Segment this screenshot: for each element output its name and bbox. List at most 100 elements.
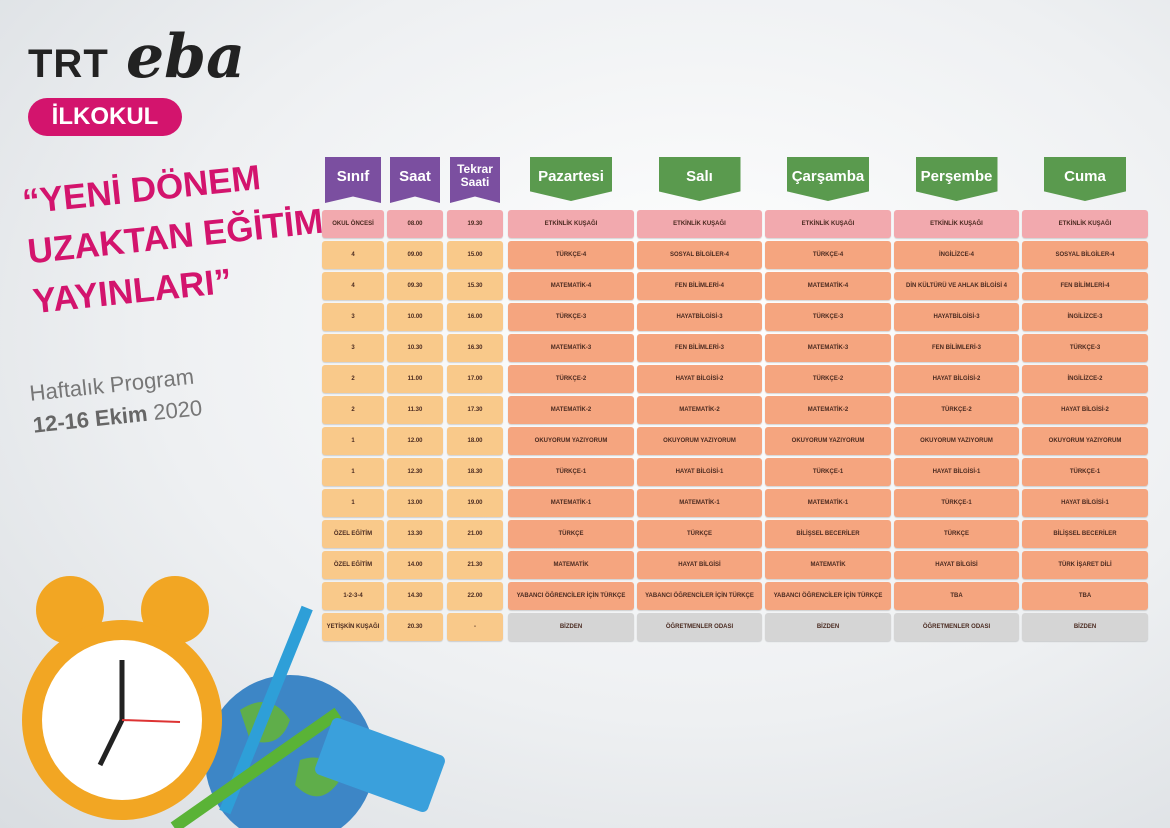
table-cell: 15.00 xyxy=(447,241,503,269)
table-cell: BİLİŞSEL BECERİLER xyxy=(765,520,891,548)
table-cell: YABANCI ÖĞRENCİLER İÇİN TÜRKÇE xyxy=(637,582,762,610)
table-cell: MATEMATİK-2 xyxy=(765,396,891,424)
table-cell: TÜRKÇE xyxy=(894,520,1019,548)
table-cell: TBA xyxy=(1022,582,1148,610)
table-cell: 12.30 xyxy=(387,458,443,486)
table-cell: 14.30 xyxy=(387,582,443,610)
table-cell: TÜRKÇE-3 xyxy=(508,303,634,331)
table-cell: 12.00 xyxy=(387,427,443,455)
column-header: Perşembe xyxy=(915,157,998,201)
table-cell: MATEMATİK-4 xyxy=(765,272,891,300)
table-cell: 2 xyxy=(322,396,384,424)
table-cell: 15.30 xyxy=(447,272,503,300)
table-cell: İNGİLİZCE-2 xyxy=(1022,365,1148,393)
table-cell: MATEMATİK xyxy=(765,551,891,579)
table-cell: YETİŞKİN KUŞAĞI xyxy=(322,613,384,641)
table-cell: FEN BİLİMLERİ-3 xyxy=(894,334,1019,362)
table-cell: 19.30 xyxy=(447,210,503,238)
date-year: 2020 xyxy=(152,395,204,426)
table-cell: HAYATBİLGİSİ-3 xyxy=(894,303,1019,331)
table-cell: ETKİNLİK KUŞAĞI xyxy=(894,210,1019,238)
table-cell: 3 xyxy=(322,334,384,362)
table-cell: ÖĞRETMENLER ODASI xyxy=(637,613,762,641)
table-cell: HAYAT BİLGİSİ-2 xyxy=(1022,396,1148,424)
table-cell: 08.00 xyxy=(387,210,443,238)
table-cell: HAYAT BİLGİSİ xyxy=(637,551,762,579)
table-cell: TÜRKÇE-3 xyxy=(765,303,891,331)
column-header: Saat xyxy=(390,157,440,203)
table-cell: - xyxy=(447,613,503,641)
table-cell: FEN BİLİMLERİ-3 xyxy=(637,334,762,362)
table-cell: ETKİNLİK KUŞAĞI xyxy=(765,210,891,238)
table-cell: OKUYORUM YAZIYORUM xyxy=(637,427,762,455)
table-cell: TÜRKÇE-1 xyxy=(508,458,634,486)
table-cell: 17.30 xyxy=(447,396,503,424)
table-cell: ÖĞRETMENLER ODASI xyxy=(894,613,1019,641)
table-cell: 10.00 xyxy=(387,303,443,331)
table-cell: 18.30 xyxy=(447,458,503,486)
table-cell: BİZDEN xyxy=(1022,613,1148,641)
table-cell: SOSYAL BİLGİLER-4 xyxy=(637,241,762,269)
table-cell: FEN BİLİMLERİ-4 xyxy=(637,272,762,300)
table-cell: TÜRKÇE-1 xyxy=(1022,458,1148,486)
table-cell: ETKİNLİK KUŞAĞI xyxy=(1022,210,1148,238)
table-cell: HAYAT BİLGİSİ-1 xyxy=(894,458,1019,486)
brand: TRT xyxy=(28,42,109,86)
table-cell: TÜRKÇE-1 xyxy=(894,489,1019,517)
table-cell: TÜRKÇE xyxy=(508,520,634,548)
table-cell: TÜRKÇE-1 xyxy=(765,458,891,486)
table-cell: BİLİŞSEL BECERİLER xyxy=(1022,520,1148,548)
column-header: Sınıf xyxy=(325,157,381,203)
table-cell: TÜRKÇE-4 xyxy=(508,241,634,269)
brand-script: eba xyxy=(126,22,246,92)
table-cell: BİZDEN xyxy=(765,613,891,641)
table-cell: İNGİLİZCE-4 xyxy=(894,241,1019,269)
table-cell: 10.30 xyxy=(387,334,443,362)
table-cell: OKUYORUM YAZIYORUM xyxy=(894,427,1019,455)
table-cell: MATEMATİK-2 xyxy=(508,396,634,424)
table-cell: HAYAT BİLGİSİ-2 xyxy=(894,365,1019,393)
table-cell: BİZDEN xyxy=(508,613,634,641)
column-header: Salı xyxy=(658,157,741,201)
badge: İLKOKUL xyxy=(28,98,182,136)
table-cell: 21.00 xyxy=(447,520,503,548)
table-cell: TÜRKÇE-4 xyxy=(765,241,891,269)
table-cell: MATEMATİK-4 xyxy=(508,272,634,300)
table-cell: 11.30 xyxy=(387,396,443,424)
table-cell: 13.00 xyxy=(387,489,443,517)
table-cell: YABANCI ÖĞRENCİLER İÇİN TÜRKÇE xyxy=(508,582,634,610)
table-cell: 20.30 xyxy=(387,613,443,641)
table-cell: HAYAT BİLGİSİ xyxy=(894,551,1019,579)
table-cell: 1 xyxy=(322,427,384,455)
table-cell: OKUL ÖNCESİ xyxy=(322,210,384,238)
table-cell: HAYATBİLGİSİ-3 xyxy=(637,303,762,331)
table-cell: 13.30 xyxy=(387,520,443,548)
table-cell: DİN KÜLTÜRÜ VE AHLAK BİLGİSİ 4 xyxy=(894,272,1019,300)
table-cell: İNGİLİZCE-3 xyxy=(1022,303,1148,331)
table-cell: SOSYAL BİLGİLER-4 xyxy=(1022,241,1148,269)
table-cell: MATEMATİK-1 xyxy=(508,489,634,517)
table-cell: OKUYORUM YAZIYORUM xyxy=(765,427,891,455)
column-header: Pazartesi xyxy=(530,157,612,201)
table-cell: 19.00 xyxy=(447,489,503,517)
table-cell: HAYAT BİLGİSİ-1 xyxy=(637,458,762,486)
table-cell: 21.30 xyxy=(447,551,503,579)
table-cell: 18.00 xyxy=(447,427,503,455)
table-cell: HAYAT BİLGİSİ-1 xyxy=(1022,489,1148,517)
table-cell: 16.00 xyxy=(447,303,503,331)
table-cell: 14.00 xyxy=(387,551,443,579)
table-cell: TÜRKÇE-2 xyxy=(508,365,634,393)
table-cell: 16.30 xyxy=(447,334,503,362)
subtitle-block: Haftalık Program 12-16 Ekim 2020 xyxy=(28,360,204,441)
table-cell: 17.00 xyxy=(447,365,503,393)
table-cell: 4 xyxy=(322,241,384,269)
table-cell: 4 xyxy=(322,272,384,300)
table-cell: 1 xyxy=(322,489,384,517)
table-cell: ÖZEL EĞİTİM xyxy=(322,520,384,548)
table-cell: MATEMATİK xyxy=(508,551,634,579)
table-cell: 3 xyxy=(322,303,384,331)
column-header: Çarşamba xyxy=(787,157,869,201)
table-cell: 09.30 xyxy=(387,272,443,300)
table-cell: TÜRKÇE-2 xyxy=(765,365,891,393)
